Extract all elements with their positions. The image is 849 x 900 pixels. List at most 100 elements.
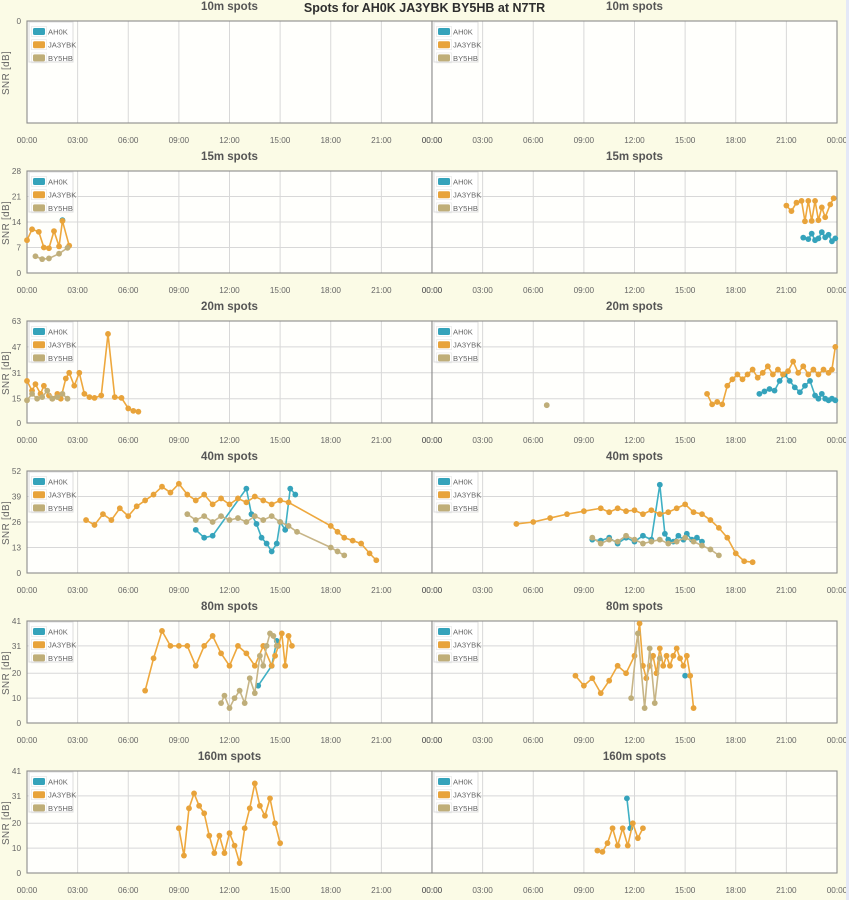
svg-text:21:00: 21:00 <box>371 286 392 295</box>
svg-text:03:00: 03:00 <box>472 436 493 445</box>
svg-text:03:00: 03:00 <box>67 586 88 595</box>
svg-text:AH0K: AH0K <box>48 177 68 186</box>
svg-text:00:00: 00:00 <box>17 136 38 145</box>
svg-text:06:00: 06:00 <box>118 136 139 145</box>
svg-text:18:00: 18:00 <box>726 736 747 745</box>
svg-text:BY5HB: BY5HB <box>453 804 478 813</box>
svg-text:12:00: 12:00 <box>219 436 240 445</box>
svg-text:JA3YBK: JA3YBK <box>453 341 481 350</box>
svg-text:06:00: 06:00 <box>523 736 544 745</box>
svg-text:BY5HB: BY5HB <box>453 504 478 513</box>
svg-text:12:00: 12:00 <box>219 286 240 295</box>
svg-text:21:00: 21:00 <box>371 886 392 895</box>
svg-text:09:00: 09:00 <box>574 136 595 145</box>
svg-text:12:00: 12:00 <box>219 136 240 145</box>
svg-text:AH0K: AH0K <box>453 777 473 786</box>
svg-text:BY5HB: BY5HB <box>453 354 478 363</box>
svg-text:00:00: 00:00 <box>17 586 38 595</box>
svg-text:00:00: 00:00 <box>827 136 848 145</box>
svg-text:09:00: 09:00 <box>169 886 190 895</box>
svg-text:BY5HB: BY5HB <box>48 654 73 663</box>
svg-text:JA3YBK: JA3YBK <box>48 191 76 200</box>
svg-text:BY5HB: BY5HB <box>48 54 73 63</box>
svg-text:BY5HB: BY5HB <box>453 204 478 213</box>
svg-text:15:00: 15:00 <box>675 886 696 895</box>
svg-text:06:00: 06:00 <box>523 136 544 145</box>
svg-text:18:00: 18:00 <box>726 886 747 895</box>
svg-text:18:00: 18:00 <box>321 736 342 745</box>
svg-text:09:00: 09:00 <box>574 586 595 595</box>
svg-text:12:00: 12:00 <box>219 586 240 595</box>
svg-text:21:00: 21:00 <box>776 136 797 145</box>
svg-text:0: 0 <box>16 719 21 728</box>
svg-text:03:00: 03:00 <box>472 286 493 295</box>
svg-text:AH0K: AH0K <box>453 177 473 186</box>
svg-text:0: 0 <box>16 269 21 278</box>
svg-text:06:00: 06:00 <box>118 736 139 745</box>
svg-text:BY5HB: BY5HB <box>48 204 73 213</box>
svg-text:BY5HB: BY5HB <box>48 804 73 813</box>
svg-text:09:00: 09:00 <box>574 736 595 745</box>
svg-text:AH0K: AH0K <box>453 627 473 636</box>
svg-text:JA3YBK: JA3YBK <box>453 41 481 50</box>
svg-text:AH0K: AH0K <box>453 327 473 336</box>
svg-text:09:00: 09:00 <box>574 436 595 445</box>
svg-text:0: 0 <box>16 17 21 26</box>
svg-text:12:00: 12:00 <box>624 886 645 895</box>
svg-text:12:00: 12:00 <box>624 586 645 595</box>
svg-text:09:00: 09:00 <box>169 136 190 145</box>
svg-text:JA3YBK: JA3YBK <box>48 641 76 650</box>
svg-text:15:00: 15:00 <box>270 886 291 895</box>
svg-text:15:00: 15:00 <box>675 136 696 145</box>
svg-text:JA3YBK: JA3YBK <box>453 491 481 500</box>
svg-text:06:00: 06:00 <box>118 286 139 295</box>
svg-text:18:00: 18:00 <box>321 586 342 595</box>
svg-text:0: 0 <box>16 419 21 428</box>
svg-text:BY5HB: BY5HB <box>48 354 73 363</box>
svg-text:AH0K: AH0K <box>48 27 68 36</box>
svg-text:00:00: 00:00 <box>17 436 38 445</box>
svg-text:21:00: 21:00 <box>776 436 797 445</box>
svg-text:JA3YBK: JA3YBK <box>453 641 481 650</box>
svg-text:00:00: 00:00 <box>827 886 848 895</box>
svg-text:18:00: 18:00 <box>321 886 342 895</box>
svg-text:JA3YBK: JA3YBK <box>48 41 76 50</box>
svg-text:21:00: 21:00 <box>371 586 392 595</box>
svg-text:AH0K: AH0K <box>48 477 68 486</box>
svg-text:06:00: 06:00 <box>523 886 544 895</box>
svg-text:06:00: 06:00 <box>523 436 544 445</box>
svg-text:09:00: 09:00 <box>574 886 595 895</box>
svg-text:18:00: 18:00 <box>321 286 342 295</box>
svg-text:12:00: 12:00 <box>624 736 645 745</box>
svg-text:15:00: 15:00 <box>270 586 291 595</box>
svg-text:06:00: 06:00 <box>118 886 139 895</box>
svg-text:0: 0 <box>16 569 21 578</box>
svg-text:06:00: 06:00 <box>118 436 139 445</box>
svg-text:15:00: 15:00 <box>270 286 291 295</box>
svg-text:BY5HB: BY5HB <box>453 654 478 663</box>
svg-text:18:00: 18:00 <box>321 136 342 145</box>
svg-text:03:00: 03:00 <box>67 436 88 445</box>
svg-text:00:00: 00:00 <box>422 736 443 745</box>
svg-text:03:00: 03:00 <box>472 886 493 895</box>
svg-text:21:00: 21:00 <box>371 136 392 145</box>
svg-text:00:00: 00:00 <box>422 136 443 145</box>
svg-text:15:00: 15:00 <box>675 286 696 295</box>
svg-text:12:00: 12:00 <box>219 886 240 895</box>
svg-text:JA3YBK: JA3YBK <box>453 191 481 200</box>
svg-text:03:00: 03:00 <box>472 736 493 745</box>
svg-text:21:00: 21:00 <box>776 886 797 895</box>
svg-text:0: 0 <box>16 869 21 878</box>
svg-text:AH0K: AH0K <box>48 627 68 636</box>
svg-text:00:00: 00:00 <box>422 586 443 595</box>
svg-text:00:00: 00:00 <box>827 286 848 295</box>
svg-text:21:00: 21:00 <box>776 736 797 745</box>
svg-text:12:00: 12:00 <box>624 436 645 445</box>
svg-text:21:00: 21:00 <box>776 586 797 595</box>
svg-text:21:00: 21:00 <box>371 736 392 745</box>
svg-text:00:00: 00:00 <box>827 586 848 595</box>
svg-text:00:00: 00:00 <box>422 436 443 445</box>
svg-text:03:00: 03:00 <box>67 886 88 895</box>
svg-text:12:00: 12:00 <box>219 736 240 745</box>
svg-text:09:00: 09:00 <box>169 586 190 595</box>
